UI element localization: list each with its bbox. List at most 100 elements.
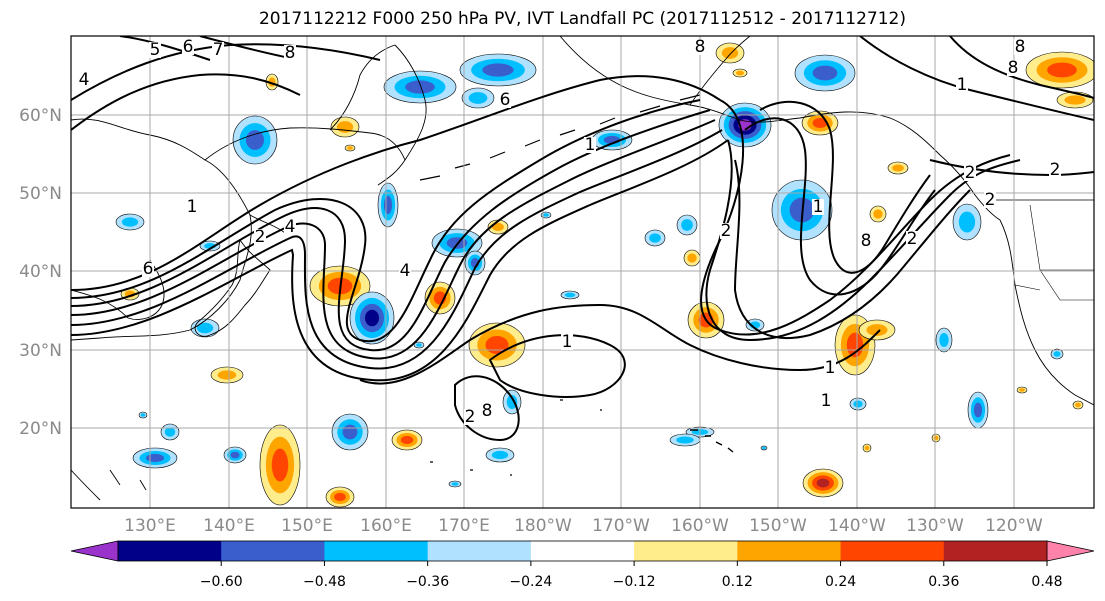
contour-label: 1	[957, 75, 968, 95]
contour-label-bg	[906, 231, 918, 247]
pv-anomaly-region	[1047, 62, 1077, 78]
contour-label-bg	[964, 165, 976, 181]
pv-anomaly-region	[649, 233, 661, 243]
colorbar-tick-label: −0.24	[509, 574, 552, 590]
contour-label-bg	[481, 403, 493, 419]
pv-anomaly-region	[1019, 388, 1025, 392]
colorbar-segment	[737, 541, 842, 561]
pv-anomaly-region	[1053, 351, 1061, 357]
contour-label: 2	[721, 221, 732, 241]
colorbar-segment	[427, 541, 532, 561]
pv-anomaly-region	[230, 451, 240, 459]
contour-label: 1	[562, 332, 573, 352]
contour-label: 2	[985, 190, 996, 210]
lon-label: 160°E	[360, 516, 412, 536]
pv-anomaly-region	[334, 492, 346, 502]
contour-label: 5	[150, 40, 161, 60]
contour-label-bg	[1049, 162, 1061, 178]
pv-anomaly-region	[145, 453, 165, 463]
pv-anomaly-region	[383, 195, 393, 215]
pv-anomaly-region	[853, 400, 863, 408]
pv-anomaly-region	[564, 292, 576, 298]
map-frame	[70, 35, 1095, 509]
lon-label: 170°W	[592, 516, 650, 536]
contour-label-bg	[694, 39, 706, 55]
colorbar-segment	[530, 541, 635, 561]
lon-label: 130°W	[906, 516, 964, 536]
colorbar-segment	[221, 541, 325, 561]
colorbar-frame	[117, 540, 1048, 562]
contour-label: 7	[213, 40, 224, 60]
lon-label: 150°W	[749, 516, 807, 536]
colorbar: −0.60 −0.48 −0.36 −0.24 −0.12 0.12 0.24 0.36 0.4…	[70, 540, 1095, 590]
contour-label: 2	[465, 407, 476, 427]
lat-label: 40°N	[19, 262, 62, 282]
contour-label-bg	[254, 229, 266, 245]
contour-label: 1	[187, 197, 198, 217]
contour-label: 2	[1050, 160, 1061, 180]
pv-anomaly-region	[933, 435, 939, 441]
lat-label: 20°N	[19, 419, 62, 439]
pv-anomaly-shading	[115, 42, 1094, 508]
contour-label-bg	[182, 39, 194, 55]
contour-label: 1	[821, 391, 832, 411]
contour-label-bg	[212, 42, 224, 58]
contour-label: 2	[255, 227, 266, 247]
colorbar-tick-label: 0.24	[825, 574, 856, 590]
lat-label: 30°N	[19, 341, 62, 361]
pv-anomaly-region	[492, 222, 504, 232]
contour-label: 1	[585, 135, 596, 155]
contour-label-bg	[1007, 60, 1019, 76]
pv-anomaly-region	[140, 413, 146, 417]
pv-anomaly-region	[245, 130, 265, 150]
pv-anomaly-region	[681, 219, 693, 231]
pv-anomaly-region	[491, 450, 509, 460]
contour-label-bg	[820, 393, 832, 409]
pv-anomaly-region	[676, 436, 694, 444]
pv-anomaly-region	[543, 213, 549, 217]
contour-label: 4	[285, 217, 296, 237]
pv-anomaly-region	[762, 446, 766, 450]
contour-label: 6	[143, 259, 154, 279]
contour-label: 8	[695, 37, 706, 57]
contour-label-bg	[399, 263, 411, 279]
contour-label-bg	[720, 223, 732, 239]
contour-label: 6	[183, 37, 194, 57]
contour-label: 6	[500, 90, 511, 110]
longitude-labels: 130°E 140°E 150°E 160°E 170°E 180°W 170°…	[124, 516, 1043, 536]
contour-label: 8	[861, 231, 872, 251]
latitude-labels: 60°N 50°N 40°N 30°N 20°N	[19, 106, 62, 439]
contour-label: 8	[285, 43, 296, 63]
contour-label-bg	[142, 261, 154, 277]
contour-label: 2	[965, 163, 976, 183]
map-title: 2017112212 F000 250 hPa PV, IVT Landfall…	[258, 9, 906, 29]
contour-label: 4	[79, 70, 90, 90]
pv-anomaly-region	[812, 118, 828, 128]
colorbar-segment	[634, 541, 738, 561]
pv-anomaly-region	[812, 65, 838, 81]
pv-anomaly-region	[973, 402, 983, 418]
colorbar-tick-label: −0.60	[200, 574, 243, 590]
contour-label: 4	[400, 261, 411, 281]
pv-anomaly-region	[451, 482, 459, 486]
colorbar-segment	[118, 541, 222, 561]
pv-anomaly-region	[816, 478, 830, 488]
pv-anomaly-region	[892, 164, 904, 172]
contour-label-bg	[584, 137, 596, 153]
lon-label: 140°E	[203, 516, 255, 536]
pv-anomaly-region	[873, 209, 883, 219]
contour-label-bg	[284, 45, 296, 61]
contour-label: 2	[907, 229, 918, 249]
colorbar-tick-label: 0.48	[1031, 574, 1062, 590]
contour-label-bg	[464, 409, 476, 425]
pv-anomaly-region	[468, 92, 488, 104]
contour-label: 1	[813, 197, 824, 217]
lat-label: 50°N	[19, 184, 62, 204]
contour-label: 8	[1008, 58, 1019, 78]
contour-label-bg	[956, 77, 968, 93]
lon-label: 180°W	[514, 516, 572, 536]
pv-anomaly-region	[121, 217, 139, 227]
pv-anomaly-region	[506, 395, 518, 409]
contour-label-bg	[149, 42, 161, 58]
contour-label-bg	[186, 199, 198, 215]
